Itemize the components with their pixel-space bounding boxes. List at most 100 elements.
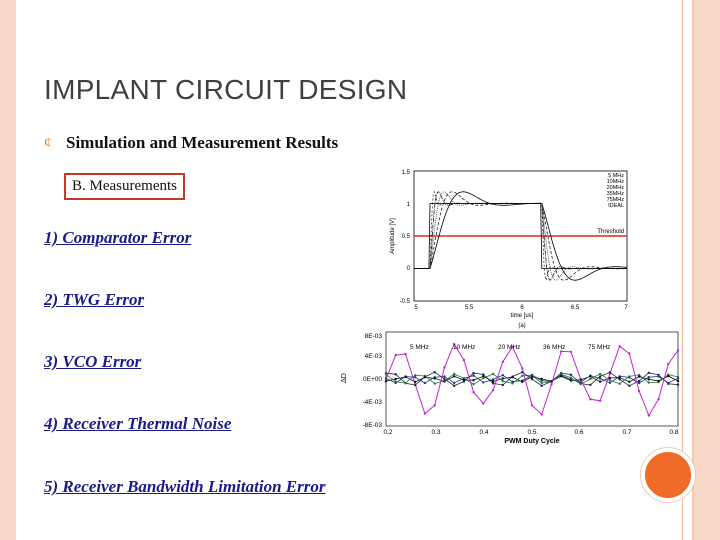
- duty-series-marker: [472, 383, 475, 386]
- duty-series-marker: [433, 404, 436, 407]
- duty-cycle-chart: 8E-03 4E-03 0E+00 -4E-03 -8E-03 0.2 0.3 …: [341, 331, 680, 445]
- duty-series-marker: [404, 381, 407, 385]
- duty-series-marker: [657, 398, 660, 401]
- y-tick: 8E-03: [365, 333, 383, 340]
- legend-entry: 10MHz: [607, 179, 625, 185]
- x-tick: 6: [520, 305, 524, 311]
- duty-series-marker: [462, 358, 466, 362]
- item-comparator-error[interactable]: 1) Comparator Error: [44, 228, 192, 247]
- duty-series-marker: [618, 382, 621, 385]
- duty-series-marker: [608, 379, 612, 382]
- duty-series-marker: [676, 379, 680, 383]
- duty-series-marker: [540, 384, 543, 387]
- duty-series-marker: [637, 381, 641, 385]
- duty-series-marker: [676, 377, 680, 380]
- duty-series-marker: [637, 389, 641, 393]
- duty-series-marker: [647, 371, 650, 374]
- right-frame-line-inner: [692, 0, 694, 540]
- item-twg-error[interactable]: 2) TWG Error: [44, 290, 145, 309]
- duty-series-marker: [482, 373, 485, 376]
- duty-series-marker: [423, 412, 427, 415]
- duty-series-marker: [491, 378, 495, 381]
- legend-entry: 10 MHz: [453, 344, 475, 351]
- waveform-series-line: [414, 191, 628, 281]
- item-vco-error[interactable]: 3) VCO Error: [44, 352, 142, 371]
- duty-series-marker: [394, 373, 397, 376]
- duty-series-marker: [569, 350, 573, 353]
- y-tick: 0E+00: [363, 376, 382, 383]
- duty-series-marker: [647, 414, 650, 417]
- duty-series-marker: [462, 377, 466, 380]
- y-tick: 1.5: [402, 170, 411, 176]
- duty-legend: 5 MHz 10 MHz 20 MHz 36 MHz 75 MHz: [410, 344, 610, 351]
- waveform-chart: 1.5 1 0.5 0 -0.5 5 5.5 6 6.5 7 Amplitude…: [390, 170, 628, 329]
- x-tick: 5.5: [465, 305, 474, 311]
- item-receiver-bandwidth-error[interactable]: 5) Receiver Bandwidth Limitation Error: [44, 477, 326, 496]
- duty-series-marker: [433, 382, 436, 385]
- duty-ylabel: ΔD: [341, 373, 348, 383]
- duty-series-marker: [462, 378, 466, 382]
- duty-series-marker: [667, 374, 670, 378]
- legend-entry: 75 MHz: [588, 344, 610, 351]
- duty-series-marker: [530, 404, 534, 407]
- duty-series-marker: [598, 399, 602, 402]
- waveform-xlabel: time [us]: [511, 313, 534, 319]
- duty-y-ticks: 8E-03 4E-03 0E+00 -4E-03 -8E-03: [362, 333, 382, 429]
- waveform-series-line: [414, 203, 627, 269]
- duty-series-marker: [540, 413, 543, 416]
- x-tick: 0.3: [431, 429, 440, 436]
- duty-series-marker: [676, 349, 680, 352]
- duty-series-marker: [647, 381, 650, 384]
- duty-series-marker: [404, 352, 407, 356]
- duty-series-marker: [530, 377, 534, 381]
- duty-series-marker: [501, 379, 504, 383]
- y-tick: -0.5: [400, 299, 411, 305]
- duty-series-marker: [491, 382, 495, 385]
- legend-entry: IDEAL: [608, 203, 624, 209]
- duty-series-marker: [423, 376, 427, 379]
- duty-series-marker: [384, 380, 388, 383]
- bullet-icon: ¢: [44, 134, 52, 151]
- duty-series-marker: [608, 371, 612, 374]
- y-tick: -8E-03: [362, 422, 382, 429]
- duty-series-marker: [618, 345, 621, 348]
- legend-entry: 35MHz: [607, 191, 625, 197]
- duty-series-marker: [443, 366, 446, 369]
- duty-series-marker: [521, 380, 524, 384]
- legend-entry: 20MHz: [607, 185, 625, 191]
- duty-series-marker: [579, 381, 582, 384]
- duty-series-marker: [482, 375, 485, 378]
- duty-series-marker: [530, 373, 534, 377]
- x-tick: 0.2: [383, 429, 392, 436]
- duty-series-marker: [618, 376, 621, 379]
- duty-series-marker: [501, 383, 504, 387]
- duty-series-marker: [657, 379, 660, 383]
- duty-series-marker: [501, 377, 504, 380]
- right-frame-border: [694, 0, 720, 540]
- duty-series-marker: [589, 383, 592, 387]
- x-tick: 0.5: [527, 429, 536, 436]
- duty-series-marker: [501, 374, 504, 377]
- duty-series-marker: [560, 350, 563, 353]
- right-frame-line: [682, 0, 683, 540]
- duty-series-marker: [579, 378, 582, 381]
- duty-series-marker: [491, 388, 495, 392]
- duty-series-marker: [414, 380, 417, 384]
- x-tick: 6.5: [571, 305, 580, 311]
- item-receiver-thermal-noise[interactable]: 4) Receiver Thermal Noise: [44, 414, 232, 433]
- duty-series-marker: [384, 373, 388, 376]
- duty-series-marker: [414, 383, 417, 387]
- duty-series-marker: [540, 379, 543, 382]
- duty-series-marker: [501, 360, 504, 363]
- duty-series-marker: [511, 382, 514, 385]
- left-frame-border: [0, 0, 16, 540]
- waveform-caption: (a): [518, 323, 525, 329]
- bullet-text: Simulation and Measurement Results: [66, 133, 339, 152]
- duty-series-marker: [618, 378, 621, 381]
- duty-series-marker: [589, 398, 592, 401]
- duty-series-marker: [452, 342, 456, 346]
- duty-series-marker: [472, 379, 475, 382]
- duty-series-marker: [540, 377, 543, 381]
- duty-series-marker: [472, 391, 475, 394]
- duty-series-marker: [452, 381, 456, 385]
